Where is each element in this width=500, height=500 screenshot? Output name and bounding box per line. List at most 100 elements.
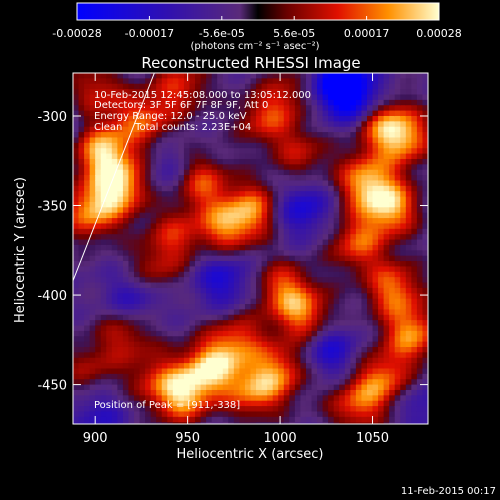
heatmap-cell — [378, 94, 385, 101]
heatmap-cell — [355, 239, 363, 246]
heatmap-cell — [111, 234, 118, 241]
heatmap-cell — [305, 277, 313, 284]
heatmap-cell — [172, 330, 179, 337]
solar-limb-line — [73, 73, 155, 281]
heatmap-cell — [150, 137, 157, 144]
heatmap-cell — [161, 110, 168, 117]
heatmap-cell — [111, 277, 118, 284]
heatmap-cell — [294, 153, 302, 160]
chart-title: Reconstructed RHESSI Image — [141, 54, 360, 72]
heatmap-cell — [139, 416, 146, 423]
heatmap-cell — [167, 379, 174, 386]
heatmap-cell — [95, 395, 102, 402]
heatmap-cell — [189, 191, 196, 198]
heatmap-cell — [128, 132, 135, 139]
heatmap-cell — [78, 282, 85, 289]
heatmap-cell — [161, 105, 168, 112]
heatmap-cell — [167, 287, 174, 294]
heatmap-cell — [411, 239, 418, 246]
heatmap-cell — [122, 368, 130, 375]
heatmap-cell — [156, 336, 163, 343]
heatmap-cell — [328, 137, 335, 144]
heatmap-cell — [350, 271, 357, 278]
heatmap-cell — [139, 115, 146, 122]
heatmap-cell — [89, 126, 96, 133]
heatmap-cell — [89, 169, 96, 176]
heatmap-cell — [189, 244, 196, 251]
heatmap-cell — [350, 298, 357, 305]
heatmap-cell — [294, 250, 302, 257]
heatmap-cell — [256, 346, 263, 353]
heatmap-cell — [383, 132, 390, 139]
heatmap-cell — [394, 287, 401, 294]
heatmap-cell — [150, 207, 157, 214]
heatmap-cell — [256, 304, 263, 310]
heatmap-cell — [378, 373, 385, 380]
heatmap-cell — [333, 411, 340, 418]
heatmap-cell — [394, 207, 401, 214]
heatmap-cell — [239, 158, 246, 165]
heatmap-cell — [156, 158, 163, 165]
heatmap-cell — [256, 223, 263, 230]
heatmap-cell — [300, 298, 307, 305]
heatmap-cell — [95, 153, 102, 160]
heatmap-cell — [372, 196, 379, 203]
heatmap-cell — [100, 73, 107, 79]
heatmap-cell — [416, 293, 424, 300]
heatmap-cell — [78, 121, 85, 128]
heatmap-cell — [183, 373, 191, 380]
heatmap-cell — [422, 105, 428, 112]
heatmap-cell — [267, 346, 274, 353]
heatmap-cell — [405, 201, 412, 208]
heatmap-cell — [122, 164, 130, 171]
heatmap-cell — [128, 239, 135, 246]
heatmap-cell — [211, 132, 218, 139]
heatmap-cell — [89, 73, 96, 79]
heatmap-cell — [289, 255, 296, 262]
heatmap-cell — [250, 185, 257, 192]
heatmap-cell — [139, 148, 146, 155]
heatmap-cell — [145, 287, 152, 294]
heatmap-cell — [134, 389, 141, 396]
heatmap-cell — [156, 218, 163, 225]
heatmap-cell — [289, 330, 296, 337]
heatmap-cell — [117, 207, 124, 214]
heatmap-cell — [244, 400, 252, 407]
heatmap-cell — [372, 158, 379, 165]
heatmap-cell — [178, 309, 185, 316]
heatmap-cell — [322, 110, 329, 117]
heatmap-cell — [161, 218, 168, 225]
heatmap-cell — [261, 352, 268, 359]
heatmap-cell — [84, 89, 91, 96]
heatmap-cell — [161, 320, 168, 327]
heatmap-cell — [161, 411, 168, 418]
heatmap-cell — [239, 298, 246, 305]
heatmap-cell — [250, 121, 257, 128]
heatmap-cell — [111, 83, 118, 90]
heatmap-cell — [333, 277, 340, 284]
x-tick-label: 1050 — [356, 431, 389, 446]
heatmap-cell — [411, 89, 418, 96]
heatmap-cell — [156, 121, 163, 128]
heatmap-cell — [361, 185, 368, 192]
heatmap-cell — [317, 298, 324, 305]
heatmap-cell — [267, 363, 274, 370]
heatmap-cell — [272, 110, 279, 117]
heatmap-cell — [178, 83, 185, 90]
heatmap-cell — [250, 363, 257, 370]
heatmap-cell — [183, 83, 191, 90]
heatmap-cell — [355, 352, 363, 359]
heatmap-cell — [339, 83, 346, 90]
heatmap-cell — [239, 110, 246, 117]
heatmap-cell — [244, 293, 252, 300]
heatmap-cell — [411, 255, 418, 262]
heatmap-cell — [400, 99, 407, 106]
heatmap-cell — [394, 325, 401, 332]
heatmap-cell — [172, 99, 179, 106]
heatmap-cell — [283, 336, 290, 343]
y-axis-label: Heliocentric Y (arcsec) — [13, 177, 28, 323]
heatmap-cell — [361, 89, 368, 96]
heatmap-cell — [233, 309, 241, 316]
heatmap-cell — [211, 153, 218, 160]
heatmap-cell — [228, 336, 235, 343]
